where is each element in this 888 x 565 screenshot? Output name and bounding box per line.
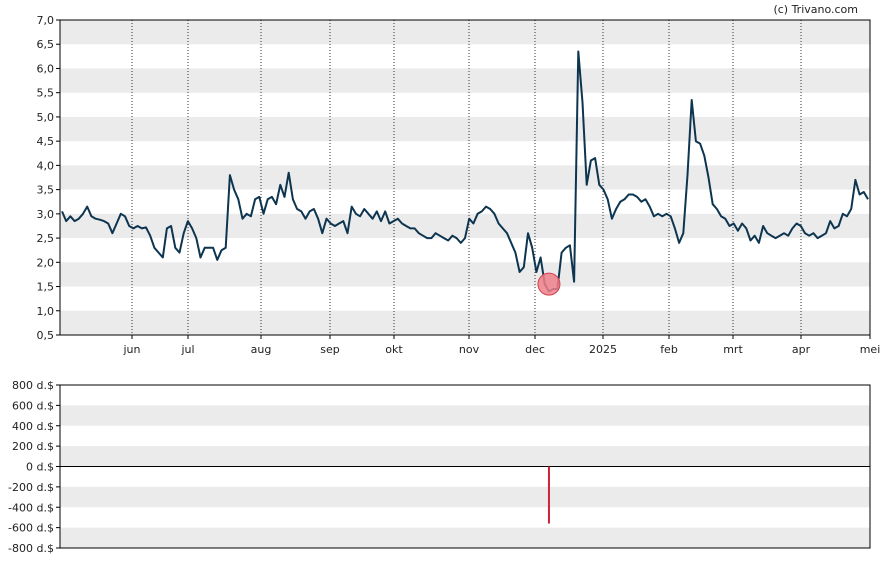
y-tick-label: 4,5 [37, 135, 55, 148]
price-panel-frame [59, 19, 871, 336]
y-tick-label: 800 d.$ [12, 379, 54, 392]
y-tick-label: 2,0 [37, 256, 55, 269]
y-tick-label: 3,5 [37, 184, 55, 197]
x-tick-label: mrt [723, 343, 743, 356]
band [60, 446, 870, 467]
x-tick-label: jul [180, 343, 194, 356]
x-tick-label: mei [860, 343, 881, 356]
x-tick-label: apr [792, 343, 811, 356]
band [60, 405, 870, 426]
band [60, 165, 870, 190]
volume-panel-frame [59, 384, 871, 549]
x-tick-label: feb [660, 343, 678, 356]
y-tick-label: 400 d.$ [12, 420, 54, 433]
band [60, 527, 870, 548]
y-tick-label: 7,0 [37, 14, 55, 27]
y-tick-label: 600 d.$ [12, 399, 54, 412]
month-x-axis-labels: jun jul aug sep okt nov dec 2025 feb mrt apr mei [123, 335, 881, 356]
y-tick-label: -600 d.$ [8, 522, 54, 535]
band [60, 68, 870, 93]
y-tick-label: -200 d.$ [8, 481, 54, 494]
y-tick-label: 6,5 [37, 38, 55, 51]
y-tick-label: 4,0 [37, 159, 55, 172]
x-tick-label: 2025 [589, 343, 617, 356]
x-tick-label: aug [251, 343, 272, 356]
y-tick-label: 0,5 [37, 329, 55, 342]
band [60, 486, 870, 508]
price-y-axis-ticks: 7,0 6,5 6,0 5,5 5,0 4,5 4,0 3,5 3,0 2,5 2,0 1,5 1,0 0… [37, 14, 60, 342]
y-tick-label: 0 d.$ [26, 461, 54, 474]
y-tick-label: -800 d.$ [8, 542, 54, 555]
x-tick-label: nov [459, 343, 480, 356]
y-tick-label: -400 d.$ [8, 501, 54, 514]
y-tick-label: 200 d.$ [12, 440, 54, 453]
band [60, 262, 870, 287]
volume-panel-bands [60, 405, 870, 548]
band [60, 20, 870, 45]
y-tick-label: 1,5 [37, 281, 55, 294]
volume-y-axis-ticks: 800 d.$ 600 d.$ 400 d.$ 200 d.$ 0 d.$ -200 d.… [8, 379, 60, 555]
band [60, 116, 870, 142]
x-tick-label: dec [525, 343, 545, 356]
y-tick-label: 5,5 [37, 87, 55, 100]
x-tick-label: okt [385, 343, 403, 356]
watermark: (c) Trivano.com [773, 3, 858, 16]
y-tick-label: 5,0 [37, 111, 55, 124]
y-tick-label: 3,0 [37, 208, 55, 221]
x-tick-label: jun [123, 343, 141, 356]
y-tick-label: 1,0 [37, 305, 55, 318]
y-tick-label: 6,0 [37, 62, 55, 75]
band [60, 310, 870, 335]
x-tick-label: sep [320, 343, 339, 356]
y-tick-label: 2,5 [37, 232, 55, 245]
event-marker [537, 272, 561, 296]
price-panel-bands [60, 20, 870, 335]
price-line [61, 50, 869, 293]
